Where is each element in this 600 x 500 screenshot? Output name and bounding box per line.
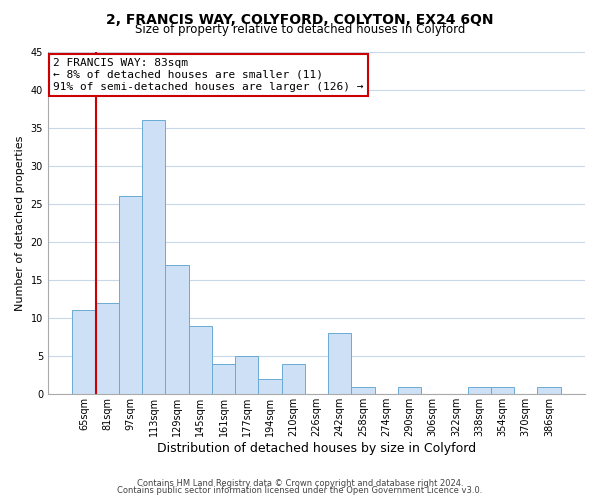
Bar xyxy=(235,356,259,395)
Bar xyxy=(188,326,212,394)
Bar xyxy=(352,386,374,394)
Bar xyxy=(328,334,352,394)
Bar xyxy=(467,386,491,394)
Bar xyxy=(281,364,305,394)
Text: Contains public sector information licensed under the Open Government Licence v3: Contains public sector information licen… xyxy=(118,486,482,495)
Text: Contains HM Land Registry data © Crown copyright and database right 2024.: Contains HM Land Registry data © Crown c… xyxy=(137,478,463,488)
Text: 2 FRANCIS WAY: 83sqm
← 8% of detached houses are smaller (11)
91% of semi-detach: 2 FRANCIS WAY: 83sqm ← 8% of detached ho… xyxy=(53,58,364,92)
Bar xyxy=(95,303,119,394)
Bar xyxy=(491,386,514,394)
Text: Size of property relative to detached houses in Colyford: Size of property relative to detached ho… xyxy=(135,22,465,36)
Bar xyxy=(259,379,281,394)
Y-axis label: Number of detached properties: Number of detached properties xyxy=(15,135,25,310)
Bar xyxy=(538,386,560,394)
Bar xyxy=(119,196,142,394)
Bar xyxy=(212,364,235,394)
Bar xyxy=(142,120,166,394)
Bar xyxy=(398,386,421,394)
Bar xyxy=(73,310,95,394)
X-axis label: Distribution of detached houses by size in Colyford: Distribution of detached houses by size … xyxy=(157,442,476,455)
Bar xyxy=(166,265,188,394)
Text: 2, FRANCIS WAY, COLYFORD, COLYTON, EX24 6QN: 2, FRANCIS WAY, COLYFORD, COLYTON, EX24 … xyxy=(106,12,494,26)
